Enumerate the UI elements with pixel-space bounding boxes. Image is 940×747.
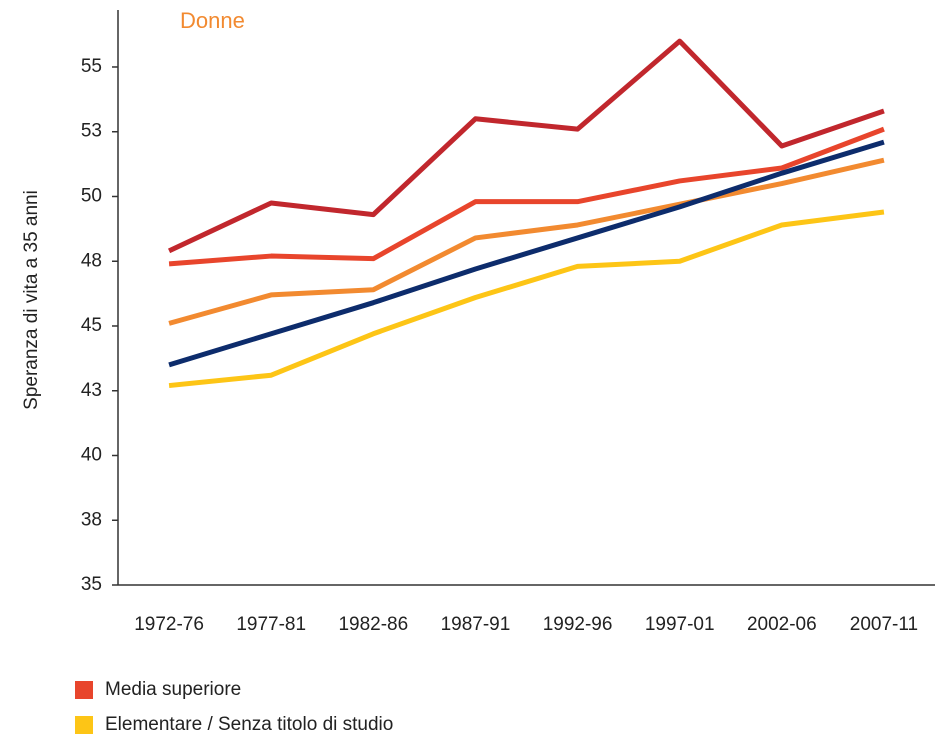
y-axis-label: Speranza di vita a 35 anni [21,190,42,410]
y-tick-label: 35 [81,574,102,595]
series-line [168,139,885,368]
y-tick-label: 38 [81,509,102,530]
series-line [168,38,885,254]
x-tick-label: 1977-81 [236,614,306,635]
legend-swatch [75,681,93,699]
y-tick-label: 43 [81,380,102,401]
legend-label: Elementare / Senza titolo di studio [105,714,393,735]
y-tick-label: 40 [81,445,102,466]
series-line [168,157,885,326]
y-tick-label: 55 [81,56,102,77]
series-line [168,126,885,267]
legend-swatch [75,716,93,734]
series-line [168,209,885,389]
x-tick-label: 1972-76 [134,614,204,635]
x-tick-label: 2002-06 [747,614,817,635]
y-tick-label: 50 [81,186,102,207]
x-tick-label: 1992-96 [543,614,613,635]
x-tick-label: 2007-11 [850,614,918,635]
y-tick-label: 45 [81,315,102,336]
x-tick-label: 1987-91 [441,614,511,635]
legend-label: Media superiore [105,679,241,700]
x-tick-label: 1997-01 [645,614,715,635]
y-tick-label: 53 [81,121,102,142]
chart-title: Donne [180,8,245,33]
x-tick-label: 1982-86 [338,614,408,635]
y-tick-label: 48 [81,250,102,271]
